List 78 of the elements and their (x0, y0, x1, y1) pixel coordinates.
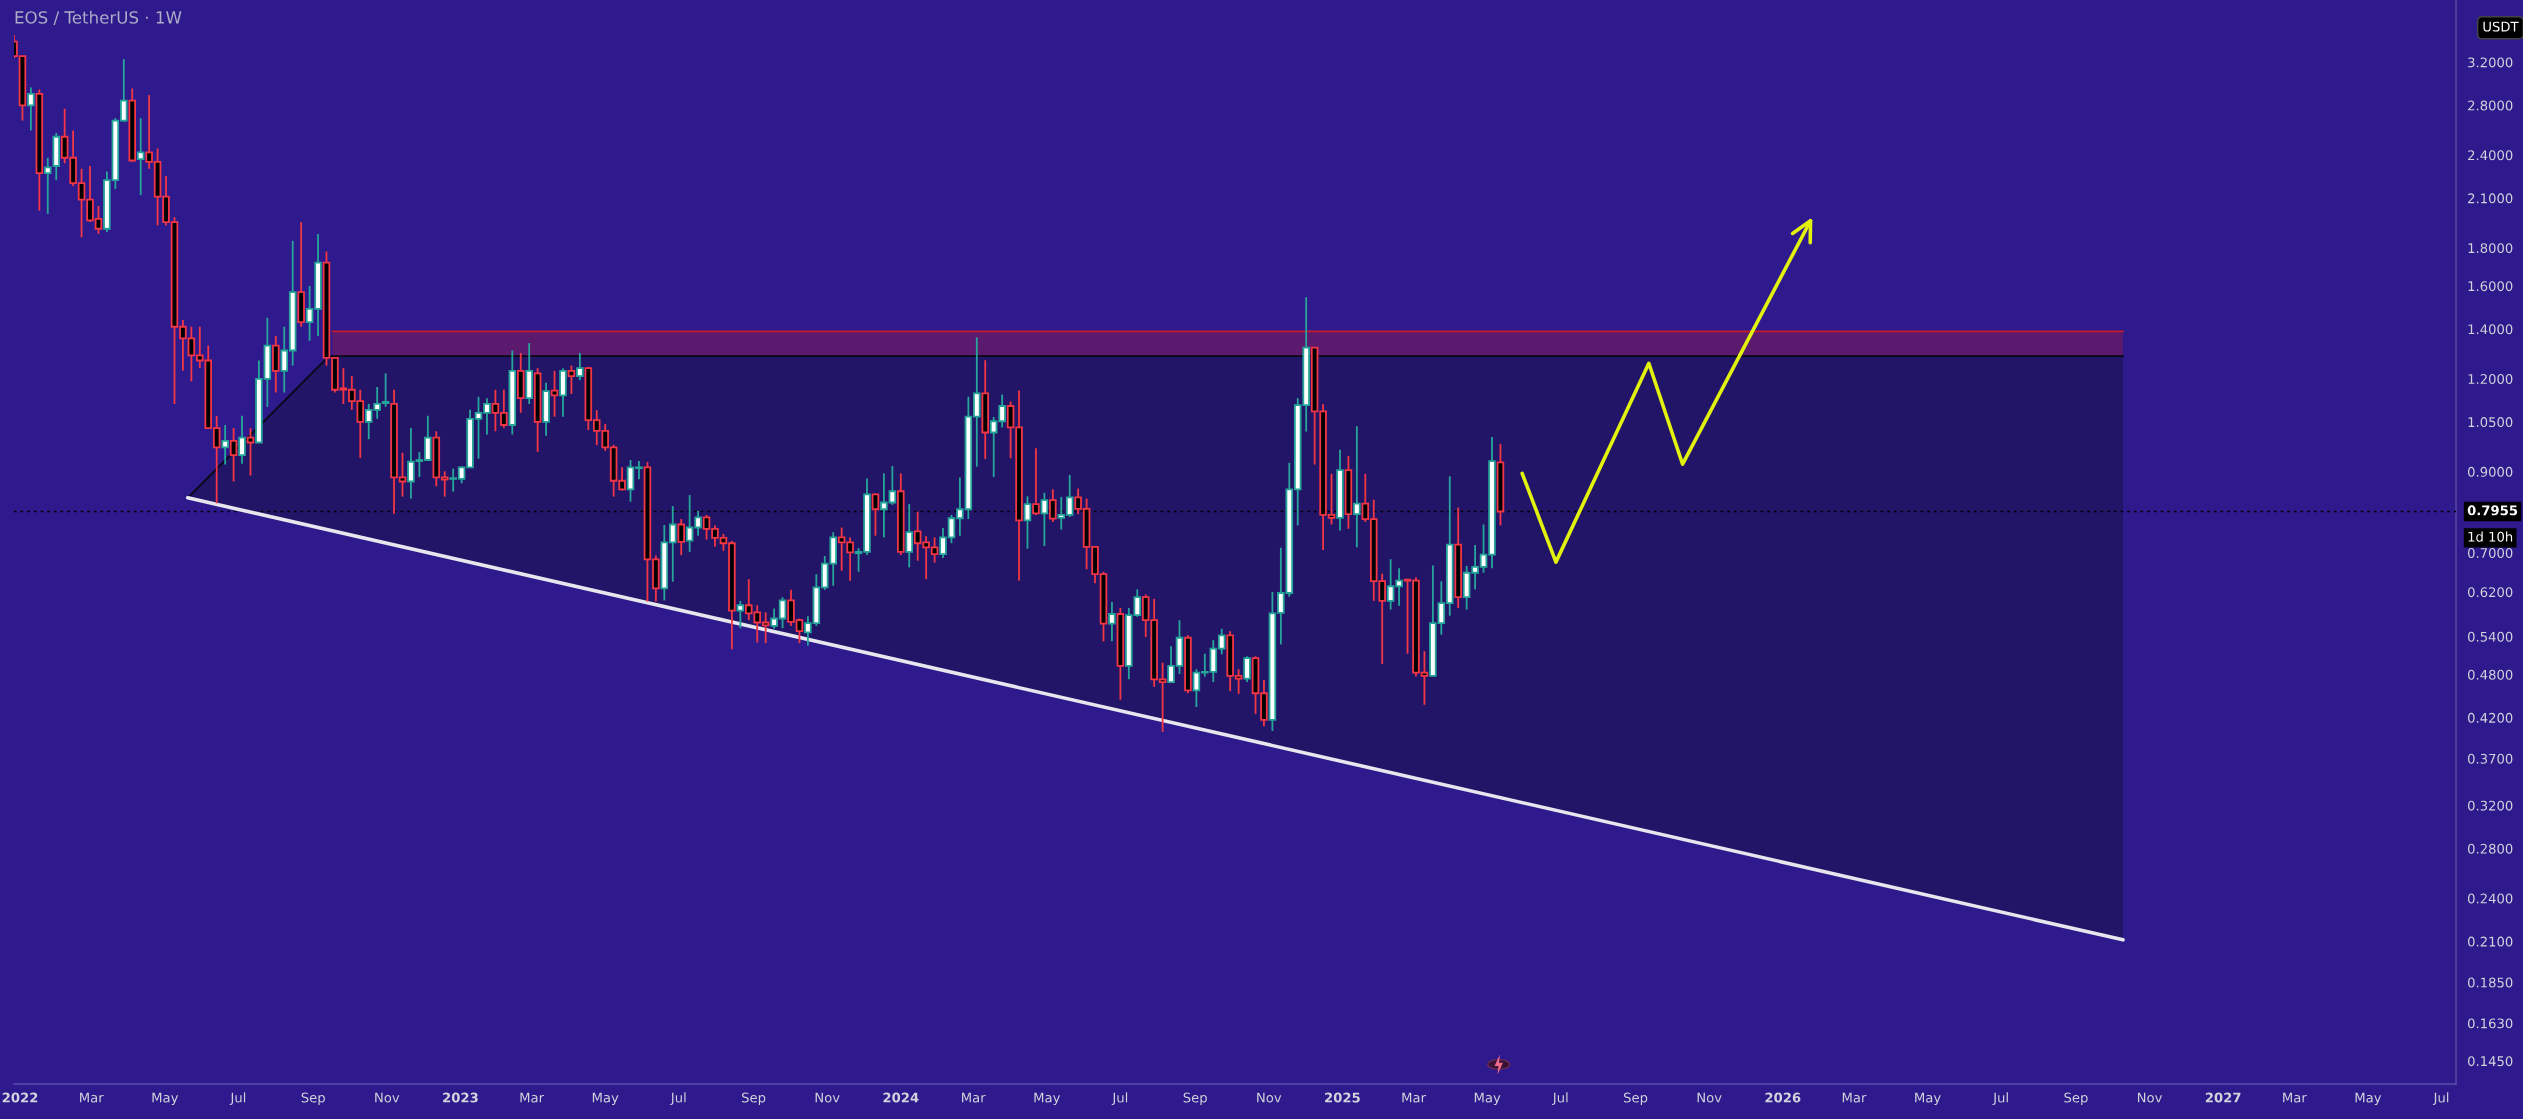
x-tick-label: 2027 (2205, 1092, 2241, 1103)
y-tick-label: 0.1630 (2467, 1018, 2513, 1029)
x-tick-label: Jul (670, 1092, 686, 1105)
x-tick-label: May (152, 1092, 179, 1106)
candlestick (136, 117, 145, 196)
x-tick-label: 2022 (2, 1092, 38, 1103)
x-tick-label: Mar (962, 1092, 986, 1103)
y-axis-title: USDT (2483, 21, 2519, 32)
candlestick (905, 503, 914, 569)
candlestick (1040, 491, 1049, 547)
y-tick-label: 0.9000 (2467, 466, 2513, 477)
x-tick-label: Mar (1842, 1092, 1867, 1103)
candlestick (1243, 655, 1251, 683)
x-tick-label: Mar (1402, 1092, 1427, 1103)
x-tick-label: Jul (1992, 1092, 2008, 1105)
y-tick-label: 0.2400 (2467, 893, 2513, 904)
y-tick-label: 1.6000 (2468, 281, 2513, 292)
y-tick-label: 1.2000 (2468, 374, 2513, 384)
x-tick-label: Jul (2432, 1092, 2449, 1105)
x-tick-label: May (1915, 1092, 1941, 1106)
x-tick-label: 2024 (883, 1092, 919, 1103)
y-tick-label: 0.4800 (2467, 669, 2513, 680)
x-tick-label: Mar (520, 1092, 545, 1103)
candlestick (229, 427, 238, 483)
candlestick (550, 369, 559, 418)
text: EOS / TetherUS · 1W (15, 10, 182, 26)
x-tick-label: Nov (1697, 1092, 1722, 1103)
x-tick-label: May (2355, 1092, 2382, 1106)
y-tick-label: 0.7000 (2467, 547, 2513, 558)
x-tick-label: May (592, 1092, 619, 1106)
y-tick-label: 0.1450 (2467, 1056, 2513, 1067)
x-tick-label: May (1474, 1092, 1501, 1106)
x-tick-label: Sep (1624, 1092, 1648, 1106)
y-tick-label: 0.3200 (2467, 800, 2513, 811)
x-tick-label: Nov (2137, 1092, 2163, 1103)
x-tick-label: Jul (1552, 1092, 1568, 1105)
y-tick-label: 1.4000 (2468, 324, 2513, 335)
y-tick-label: 0.2100 (2467, 936, 2513, 947)
x-tick-label: Nov (815, 1092, 840, 1103)
x-tick-label: 2026 (1765, 1092, 1801, 1103)
x-tick-label: May (1034, 1092, 1061, 1106)
x-tick-label: Sep (1183, 1092, 1207, 1106)
x-tick-label: 2025 (1325, 1092, 1360, 1103)
x-tick-label: Sep (742, 1092, 766, 1106)
x-tick-label: Sep (301, 1092, 325, 1106)
x-tick-label: Nov (1257, 1092, 1282, 1103)
text: 1d 10h (2468, 531, 2513, 542)
x-tick-label: 2023 (443, 1092, 478, 1103)
y-tick-label: 2.4000 (2468, 150, 2513, 161)
y-tick-label: 1.8000 (2468, 243, 2513, 254)
candlestick (221, 424, 229, 466)
y-tick-label: 0.2800 (2467, 843, 2513, 854)
x-tick-label: Jul (1111, 1092, 1128, 1105)
y-tick-label: 0.3700 (2467, 753, 2513, 764)
y-tick-label: 3.2000 (2468, 57, 2513, 68)
x-tick-label: Nov (375, 1092, 400, 1103)
candlestick (1353, 425, 1361, 549)
y-tick-label: 1.0500 (2468, 417, 2513, 428)
candlestick (1032, 447, 1040, 516)
candlestick (576, 352, 584, 382)
x-tick-label: Sep (2064, 1092, 2088, 1106)
y-tick-label: 0.1850 (2467, 977, 2513, 988)
candlestick (567, 364, 576, 395)
y-tick-label: 0.5400 (2467, 631, 2513, 642)
candlestick (1108, 601, 1116, 643)
x-tick-label: Mar (80, 1092, 104, 1103)
y-tick-label: 0.6200 (2467, 587, 2513, 598)
candlestick (677, 518, 685, 556)
candlestick (27, 86, 35, 132)
ref-line-label: 0.7955 (2467, 505, 2518, 516)
y-tick-label: 2.8000 (2468, 100, 2513, 111)
y-tick-label: 0.4200 (2467, 712, 2513, 723)
x-tick-label: Jul (229, 1092, 246, 1105)
candlestick (1023, 495, 1032, 550)
candlestick (736, 600, 745, 630)
candlestick (238, 414, 246, 465)
y-tick-label: 2.1000 (2468, 193, 2513, 204)
x-tick-label: Mar (2283, 1092, 2307, 1103)
